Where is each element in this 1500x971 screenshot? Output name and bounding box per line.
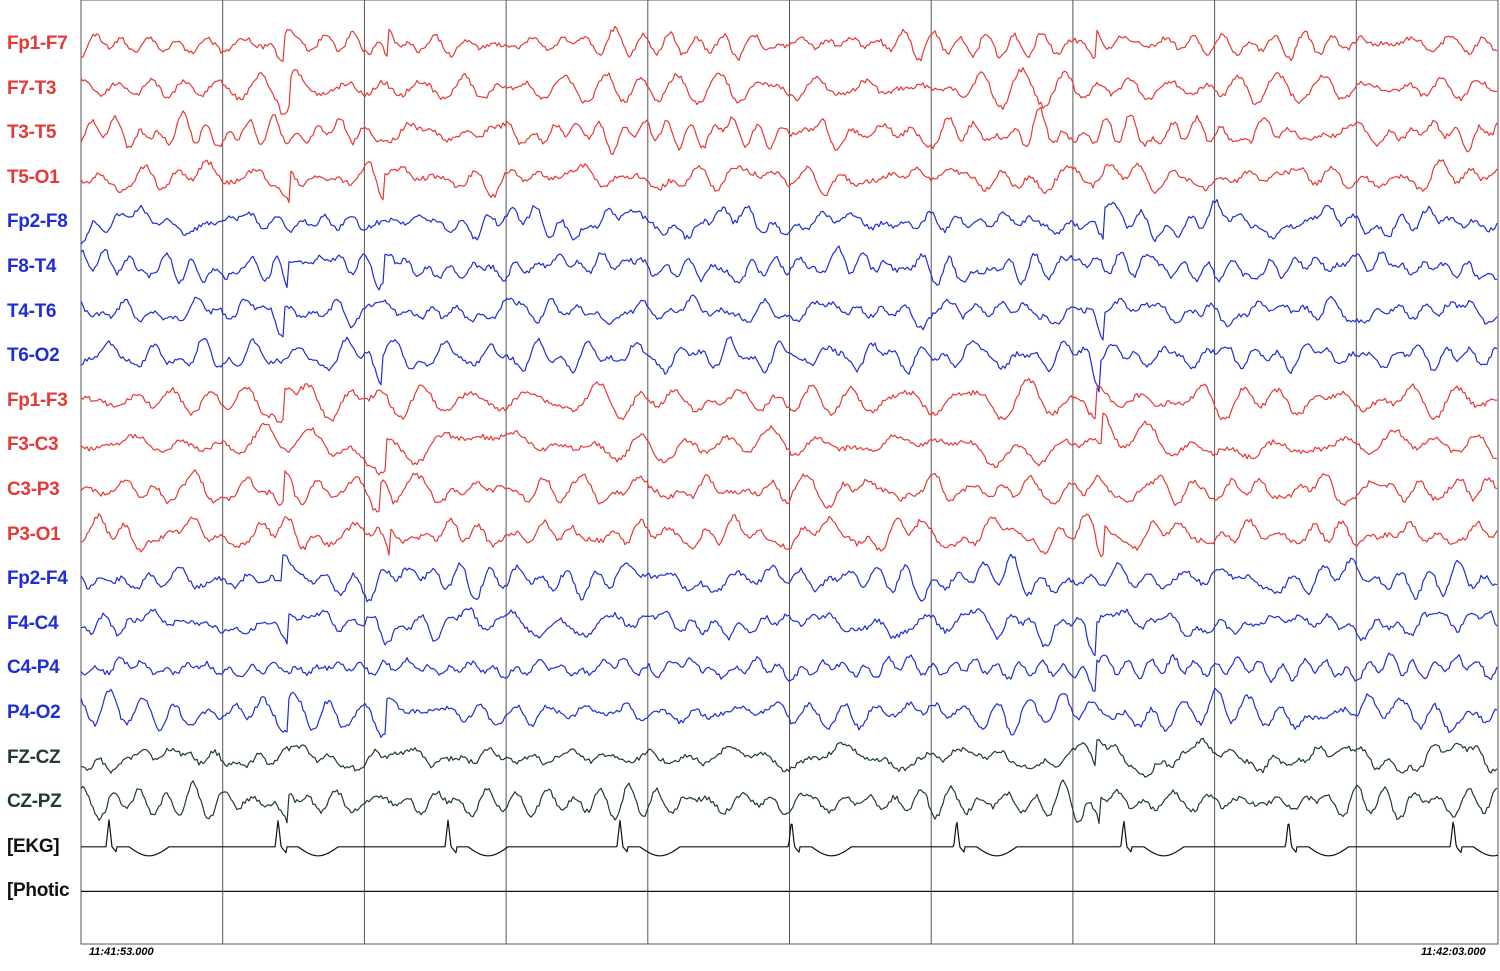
channel-label: [Photic [7, 880, 70, 902]
channel-trace [80, 412, 1498, 476]
time-grid [80, 0, 1499, 945]
channel-label: T6-O2 [7, 345, 60, 367]
channel-label: C3-P3 [7, 479, 60, 500]
start-time-label: 11:41:53.000 [89, 946, 154, 958]
channel-label: C4-P4 [7, 657, 60, 679]
channel-label: Fp1-F7 [7, 33, 68, 54]
channel-label: T3-T5 [7, 122, 57, 144]
channel-label: P4-O2 [7, 702, 61, 723]
channel-label: F7-T3 [7, 77, 57, 99]
channel-trace [80, 159, 1498, 204]
channel-trace [80, 779, 1498, 825]
channel-trace [80, 67, 1498, 115]
channel-trace [80, 199, 1498, 245]
channel-label: FZ-CZ [7, 746, 61, 768]
channel-trace [81, 819, 1499, 857]
channel-label: Fp1-F3 [7, 389, 68, 411]
channel-trace [80, 469, 1498, 513]
channel-trace [80, 377, 1498, 424]
channel-label: F4-C4 [7, 612, 59, 634]
channel-trace [80, 652, 1498, 692]
channel-label: T4-T6 [7, 300, 57, 322]
channel-label: Fp2-F8 [7, 211, 68, 233]
channel-trace [81, 25, 1498, 62]
channel-trace [80, 513, 1498, 558]
channel-label: F8-T4 [7, 256, 57, 277]
end-time-label: 11:42:03.000 [1421, 946, 1486, 958]
channel-label: P3-O1 [7, 523, 61, 545]
channel-label: Fp2-F4 [7, 568, 68, 590]
channel-trace [80, 294, 1498, 341]
channel-label: [EKG] [7, 835, 60, 857]
channel-trace [80, 336, 1498, 393]
channel-trace [80, 553, 1498, 603]
channel-label: F3-C3 [7, 434, 59, 456]
channel-trace [80, 607, 1498, 657]
channel-trace [80, 687, 1498, 738]
channel-trace [80, 106, 1498, 155]
channel-trace [80, 245, 1498, 291]
channel-label: T5-O1 [7, 166, 60, 188]
channel-traces [80, 25, 1499, 892]
channel-trace [80, 737, 1498, 778]
channel-label: CZ-PZ [7, 791, 62, 813]
